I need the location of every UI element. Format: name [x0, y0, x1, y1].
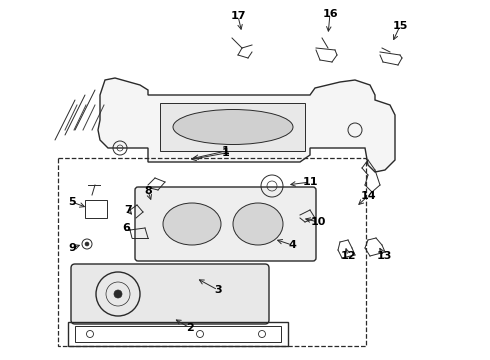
- Circle shape: [85, 242, 89, 246]
- Text: 17: 17: [230, 11, 246, 21]
- Text: 1: 1: [222, 148, 230, 158]
- Bar: [85, 200, 107, 218]
- Text: 13: 13: [376, 251, 392, 261]
- FancyBboxPatch shape: [135, 187, 316, 261]
- Ellipse shape: [233, 203, 283, 245]
- Text: 6: 6: [122, 223, 130, 233]
- Text: 1: 1: [222, 146, 230, 156]
- Bar: [75, 326, 281, 342]
- Text: 14: 14: [360, 191, 376, 201]
- Bar: [58, 158, 366, 346]
- Text: 10: 10: [310, 217, 326, 227]
- Text: 5: 5: [68, 197, 76, 207]
- FancyBboxPatch shape: [71, 264, 269, 324]
- Text: 7: 7: [124, 205, 132, 215]
- Polygon shape: [98, 78, 395, 172]
- Text: 2: 2: [186, 323, 194, 333]
- Text: 9: 9: [68, 243, 76, 253]
- Text: 12: 12: [340, 251, 356, 261]
- Ellipse shape: [173, 109, 293, 144]
- Text: 11: 11: [302, 177, 318, 187]
- Text: 16: 16: [322, 9, 338, 19]
- Text: 4: 4: [288, 240, 296, 250]
- Text: 3: 3: [214, 285, 222, 295]
- Text: 8: 8: [144, 186, 152, 196]
- Bar: [68, 322, 288, 346]
- Circle shape: [114, 290, 122, 298]
- Bar: [160, 103, 305, 151]
- Ellipse shape: [163, 203, 221, 245]
- Text: 15: 15: [392, 21, 408, 31]
